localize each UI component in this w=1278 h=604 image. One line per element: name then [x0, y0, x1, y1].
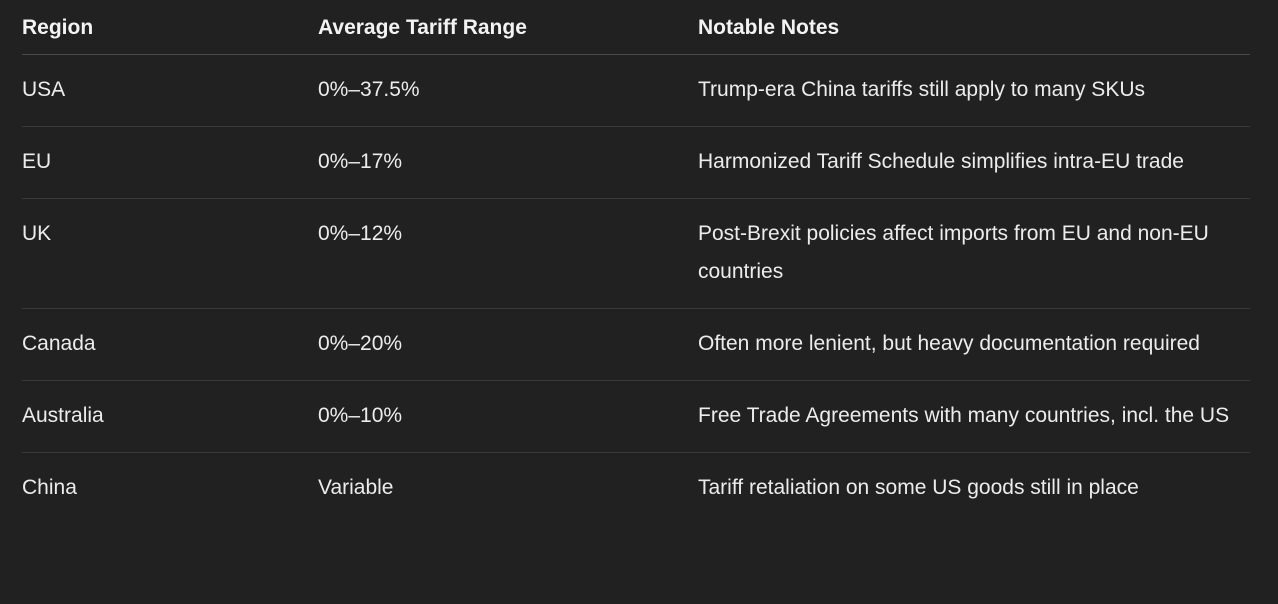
cell-tariff-range: 0%–12% — [318, 198, 698, 309]
cell-tariff-range: Variable — [318, 476, 394, 499]
cell-tariff-range: 0%–20% — [318, 308, 698, 381]
table-row: USA 0%–37.5% Trump-era China tariffs sti… — [22, 54, 1250, 127]
cell-note: Post-Brexit policies affect imports from… — [698, 198, 1250, 309]
cell-region: Canada — [22, 308, 318, 381]
column-header-region: Region — [22, 0, 318, 55]
table-row: EU 0%–17% Harmonized Tariff Schedule sim… — [22, 126, 1250, 199]
cell-region: UK — [22, 198, 318, 309]
cell-note: Free Trade Agreements with many countrie… — [698, 380, 1250, 453]
cell-region: USA — [22, 54, 318, 127]
cell-note: Harmonized Tariff Schedule simplifies in… — [698, 126, 1250, 199]
table-row: Australia 0%–10% Free Trade Agreements w… — [22, 380, 1250, 453]
table-header: Region Average Tariff Range Notable Note… — [22, 0, 1250, 55]
column-header-average-tariff-range: Average Tariff Range — [318, 0, 698, 55]
tariff-table: Region Average Tariff Range Notable Note… — [22, 0, 1250, 524]
table-body: USA 0%–37.5% Trump-era China tariffs sti… — [22, 54, 1250, 525]
cell-region: China — [22, 476, 77, 499]
cell-note: Often more lenient, but heavy documentat… — [698, 308, 1250, 381]
tariff-table-container: Region Average Tariff Range Notable Note… — [22, 0, 1250, 524]
cell-tariff-range: 0%–17% — [318, 126, 698, 199]
cell-region: Australia — [22, 380, 318, 453]
table-row: China Variable Tariff retaliation on som… — [22, 453, 1250, 525]
column-header-notable-notes: Notable Notes — [698, 0, 1250, 55]
cell-region: EU — [22, 126, 318, 199]
header-row: Region Average Tariff Range Notable Note… — [22, 0, 1250, 55]
table-row: UK 0%–12% Post-Brexit policies affect im… — [22, 198, 1250, 309]
cell-note: Tariff retaliation on some US goods stil… — [698, 476, 1139, 499]
cell-note: Trump-era China tariffs still apply to m… — [698, 54, 1250, 127]
cell-tariff-range: 0%–10% — [318, 380, 698, 453]
cell-tariff-range: 0%–37.5% — [318, 54, 698, 127]
table-row: Canada 0%–20% Often more lenient, but he… — [22, 308, 1250, 381]
